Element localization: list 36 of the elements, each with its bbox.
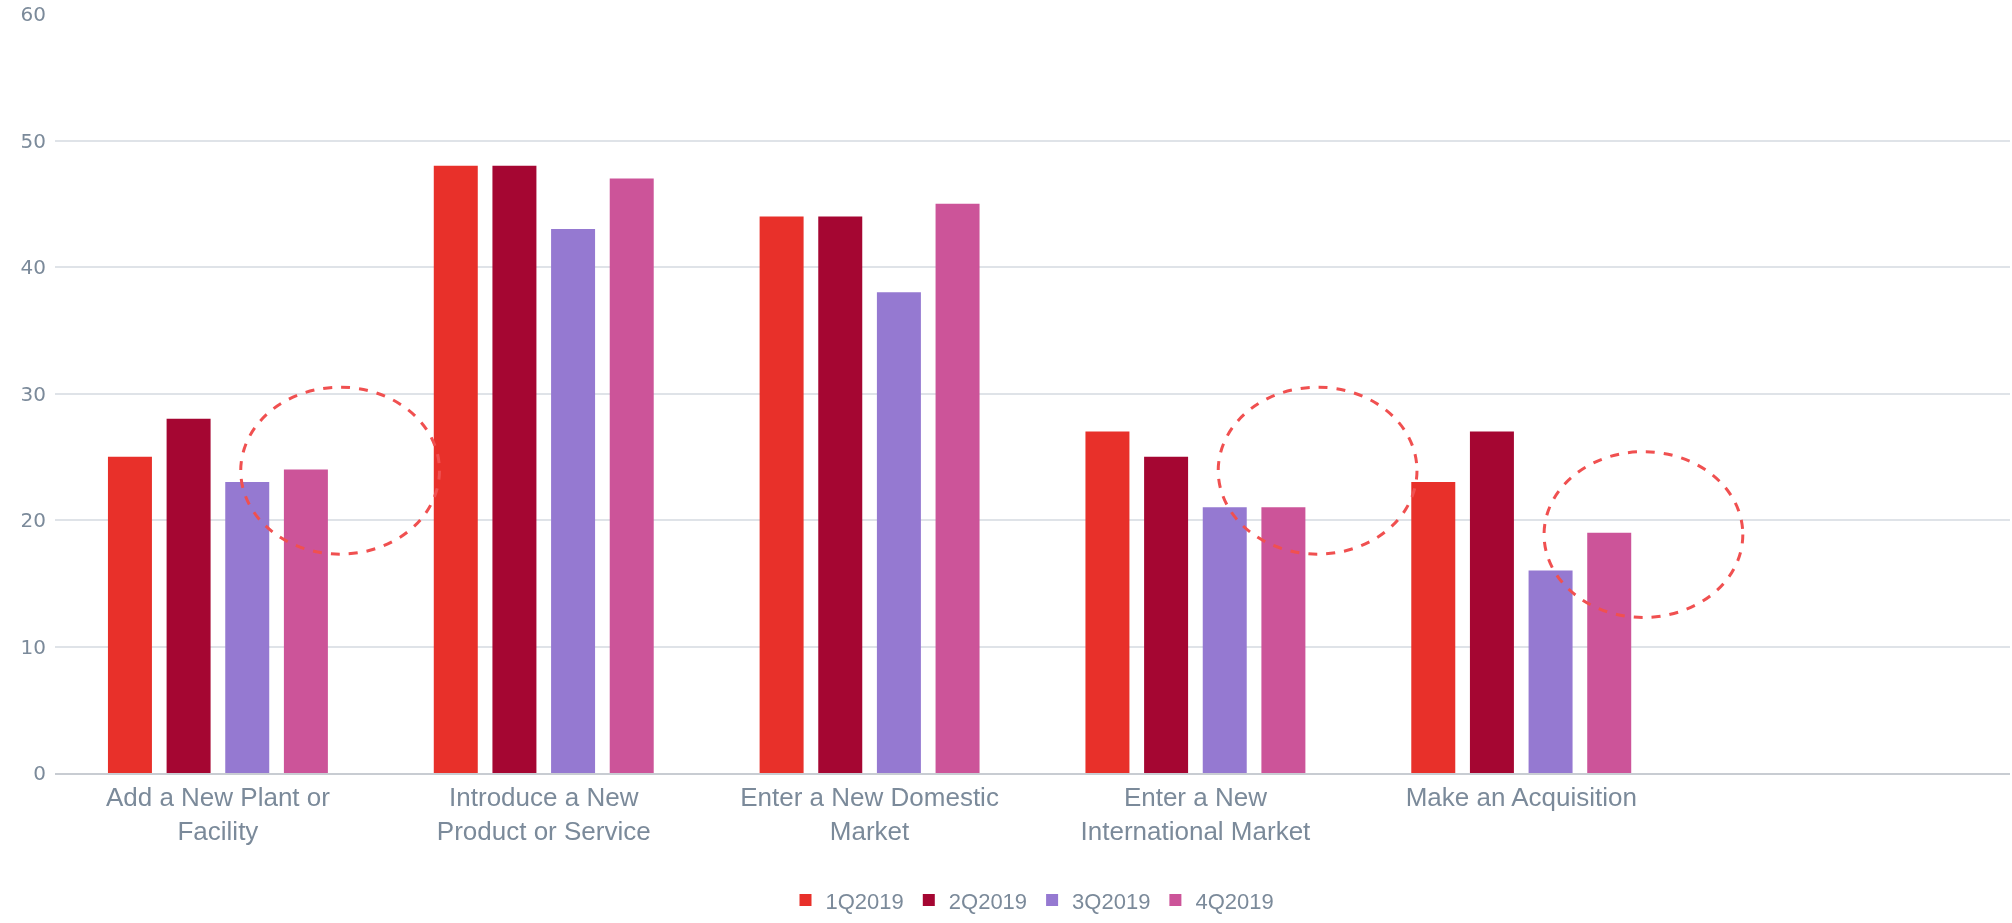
bar <box>166 418 211 773</box>
x-tick-label: Introduce a New Product or Service <box>436 781 651 846</box>
bar <box>759 216 804 773</box>
bar <box>1528 570 1573 773</box>
y-tick-label: 10 <box>20 634 46 659</box>
bar <box>283 469 328 773</box>
legend-label: 4Q2019 <box>1195 888 1274 914</box>
x-tick-label: Enter a New International Market <box>1080 781 1312 846</box>
bar <box>1261 507 1306 773</box>
bar <box>1085 431 1130 773</box>
bar <box>935 203 980 773</box>
bar <box>818 216 863 773</box>
bar <box>225 482 270 773</box>
bar <box>609 178 654 773</box>
y-tick-label: 0 <box>33 761 46 785</box>
bar <box>1587 532 1632 773</box>
x-tick-label: Enter a New Domestic Market <box>740 781 999 846</box>
bar <box>1202 507 1247 773</box>
legend-label: 1Q2019 <box>825 888 904 914</box>
y-tick-label: 40 <box>20 255 46 279</box>
bar <box>433 165 478 773</box>
y-tick-label: 30 <box>20 381 46 406</box>
x-tick-label: Add a New Plant or Facility <box>105 781 331 846</box>
x-tick-label: Make an Acquisition <box>1405 781 1637 812</box>
bar <box>551 229 596 773</box>
y-tick-label: 20 <box>20 508 46 532</box>
bar <box>1469 431 1514 773</box>
y-tick-label: 50 <box>20 128 46 153</box>
bar <box>1144 456 1189 773</box>
legend-label: 3Q2019 <box>1072 888 1151 914</box>
bar <box>107 456 152 773</box>
bar <box>1411 482 1456 773</box>
legend-label: 2Q2019 <box>948 888 1028 914</box>
y-tick-label: 60 <box>20 2 46 26</box>
bar <box>876 292 921 773</box>
bar <box>492 165 537 773</box>
